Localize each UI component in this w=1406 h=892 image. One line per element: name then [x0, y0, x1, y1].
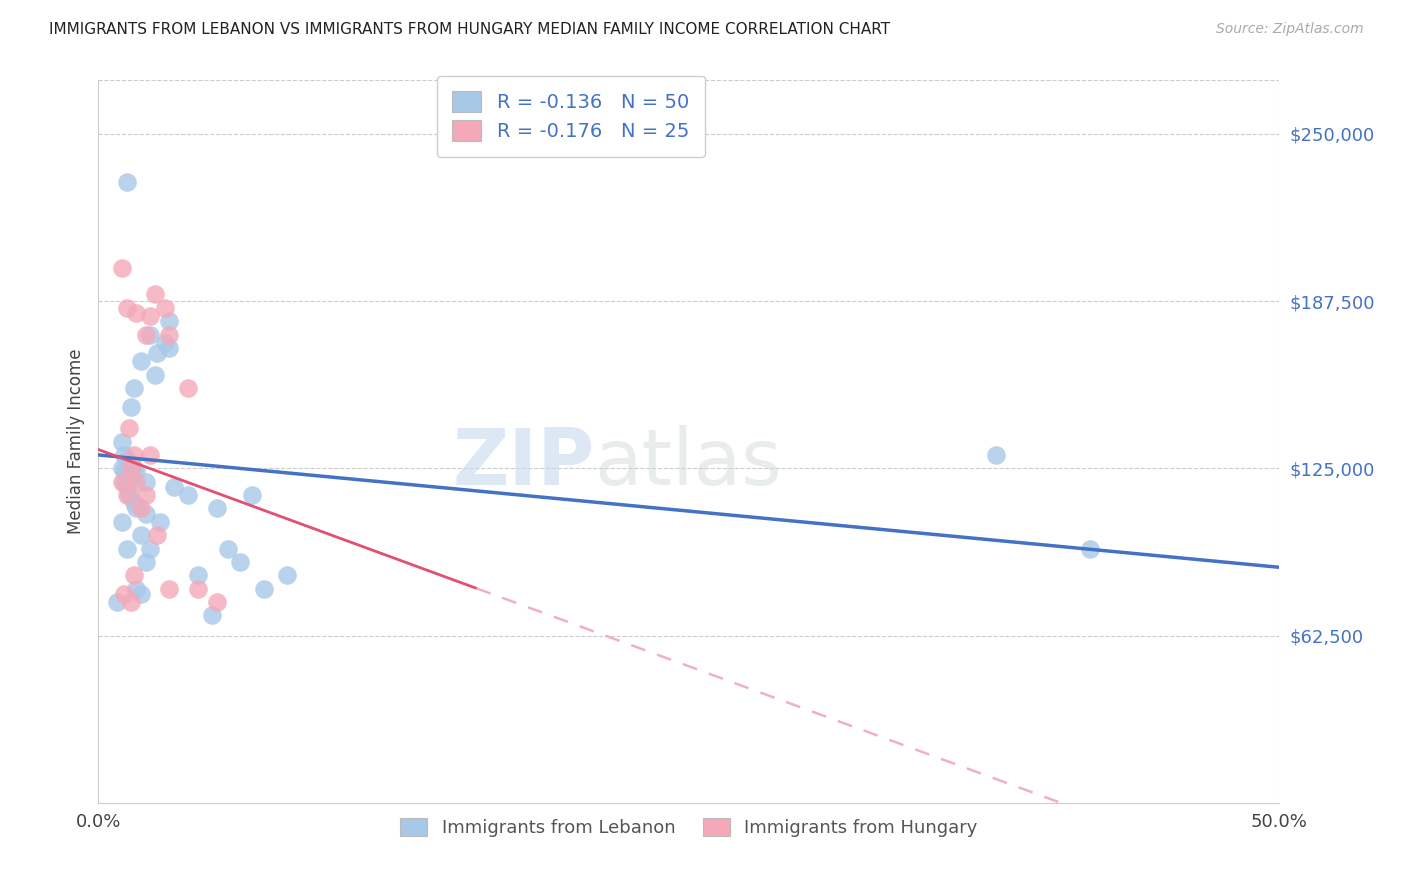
Point: [121, 472, 143, 486]
Point: [115, 467, 138, 481]
Point: [121, 461, 143, 475]
Point: [157, 314, 180, 328]
Point: [118, 421, 141, 435]
Point: [129, 354, 152, 368]
Point: [111, 434, 134, 449]
Point: [129, 587, 152, 601]
Point: [125, 582, 148, 596]
Point: [187, 568, 209, 582]
Legend: Immigrants from Lebanon, Immigrants from Hungary: Immigrants from Lebanon, Immigrants from…: [394, 811, 984, 845]
Point: [115, 453, 138, 467]
Point: [139, 541, 162, 556]
Point: [121, 458, 143, 473]
Point: [139, 327, 162, 342]
Point: [115, 480, 138, 494]
Point: [146, 346, 169, 360]
Point: [122, 461, 145, 475]
Point: [118, 469, 141, 483]
Point: [112, 448, 135, 462]
Point: [177, 488, 200, 502]
Point: [115, 488, 138, 502]
Point: [125, 501, 148, 516]
Point: [163, 480, 186, 494]
Point: [121, 400, 143, 414]
Text: Source: ZipAtlas.com: Source: ZipAtlas.com: [1216, 22, 1364, 37]
Point: [122, 381, 145, 395]
Point: [240, 488, 263, 502]
Point: [135, 507, 157, 521]
Point: [135, 488, 157, 502]
Point: [253, 582, 276, 596]
Point: [125, 464, 148, 478]
Point: [146, 528, 169, 542]
Point: [205, 595, 228, 609]
Point: [112, 475, 135, 489]
Point: [149, 515, 172, 529]
Point: [135, 475, 157, 489]
Point: [122, 448, 145, 462]
Point: [121, 595, 143, 609]
Point: [105, 595, 128, 609]
Point: [984, 448, 1007, 462]
Point: [111, 260, 134, 275]
Point: [118, 488, 141, 502]
Point: [125, 306, 148, 320]
Point: [139, 309, 162, 323]
Y-axis label: Median Family Income: Median Family Income: [66, 349, 84, 534]
Point: [129, 501, 152, 516]
Point: [135, 327, 157, 342]
Point: [187, 582, 209, 596]
Text: IMMIGRANTS FROM LEBANON VS IMMIGRANTS FROM HUNGARY MEDIAN FAMILY INCOME CORRELAT: IMMIGRANTS FROM LEBANON VS IMMIGRANTS FR…: [49, 22, 890, 37]
Point: [157, 327, 180, 342]
Point: [139, 448, 162, 462]
Point: [122, 496, 145, 510]
Point: [111, 461, 134, 475]
Point: [115, 541, 138, 556]
Point: [115, 175, 138, 189]
Point: [115, 301, 138, 315]
Point: [122, 568, 145, 582]
Point: [1080, 541, 1102, 556]
Point: [111, 475, 134, 489]
Point: [112, 464, 135, 478]
Point: [153, 301, 176, 315]
Text: atlas: atlas: [595, 425, 782, 501]
Point: [125, 475, 148, 489]
Point: [143, 287, 166, 301]
Point: [129, 528, 152, 542]
Point: [177, 381, 200, 395]
Point: [205, 501, 228, 516]
Point: [217, 541, 239, 556]
Point: [118, 456, 141, 470]
Point: [143, 368, 166, 382]
Text: ZIP: ZIP: [453, 425, 595, 501]
Point: [112, 587, 135, 601]
Point: [276, 568, 298, 582]
Point: [135, 555, 157, 569]
Point: [153, 335, 176, 350]
Point: [201, 608, 224, 623]
Point: [229, 555, 252, 569]
Point: [157, 582, 180, 596]
Point: [111, 515, 134, 529]
Point: [157, 341, 180, 355]
